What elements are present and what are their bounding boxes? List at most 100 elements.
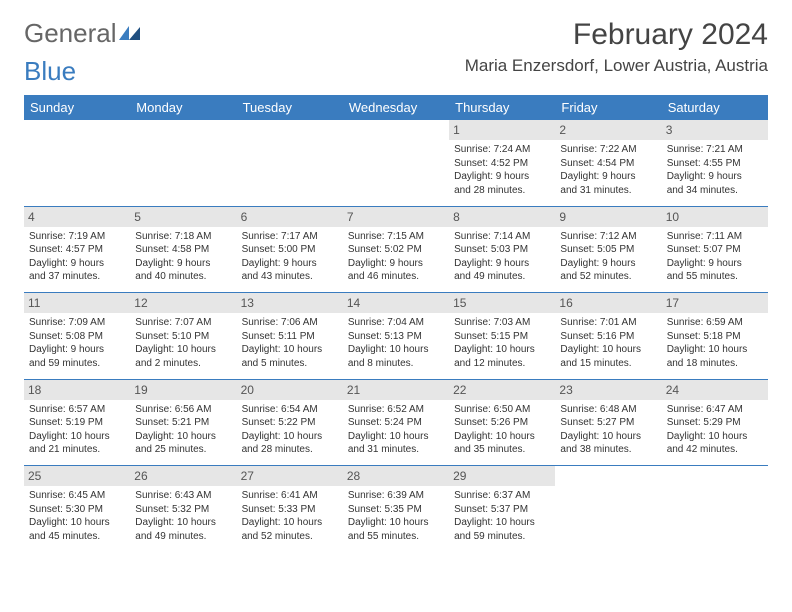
daylight-text: Daylight: 9 hours: [29, 257, 125, 271]
day-number: 29: [449, 466, 555, 486]
daylight-text: Daylight: 10 hours: [454, 343, 550, 357]
daylight-text2: and 15 minutes.: [560, 357, 656, 371]
day-number: 13: [237, 293, 343, 313]
day-cell: 6Sunrise: 7:17 AMSunset: 5:00 PMDaylight…: [237, 207, 343, 293]
daylight-text2: and 49 minutes.: [135, 530, 231, 544]
sunset-text: Sunset: 5:15 PM: [454, 330, 550, 344]
daylight-text2: and 59 minutes.: [454, 530, 550, 544]
daylight-text2: and 49 minutes.: [454, 270, 550, 284]
sunrise-text: Sunrise: 6:43 AM: [135, 489, 231, 503]
sunrise-text: Sunrise: 6:37 AM: [454, 489, 550, 503]
sunset-text: Sunset: 5:19 PM: [29, 416, 125, 430]
sunset-text: Sunset: 5:33 PM: [242, 503, 338, 517]
sunset-text: Sunset: 5:24 PM: [348, 416, 444, 430]
day-cell: 7Sunrise: 7:15 AMSunset: 5:02 PMDaylight…: [343, 207, 449, 293]
daylight-text: Daylight: 10 hours: [348, 430, 444, 444]
daylight-text: Daylight: 10 hours: [29, 430, 125, 444]
sunset-text: Sunset: 4:54 PM: [560, 157, 656, 171]
sunset-text: Sunset: 4:52 PM: [454, 157, 550, 171]
daylight-text: Daylight: 9 hours: [454, 257, 550, 271]
sunset-text: Sunset: 5:05 PM: [560, 243, 656, 257]
day-cell: 19Sunrise: 6:56 AMSunset: 5:21 PMDayligh…: [130, 380, 236, 466]
daylight-text: Daylight: 9 hours: [667, 170, 763, 184]
day-cell: [130, 120, 236, 206]
day-cell: 26 Sunrise: 6:43 AMSunset: 5:32 PMDayligh…: [130, 466, 236, 552]
daylight-text2: and 28 minutes.: [242, 443, 338, 457]
day-number: 18: [24, 380, 130, 400]
day-header: Friday: [555, 95, 661, 120]
day-cell: 5Sunrise: 7:18 AMSunset: 4:58 PMDaylight…: [130, 207, 236, 293]
sunset-text: Sunset: 5:22 PM: [242, 416, 338, 430]
sunrise-text: Sunrise: 7:14 AM: [454, 230, 550, 244]
sunrise-text: Sunrise: 6:39 AM: [348, 489, 444, 503]
daylight-text: Daylight: 10 hours: [454, 430, 550, 444]
daylight-text: Daylight: 10 hours: [667, 343, 763, 357]
sunset-text: Sunset: 5:29 PM: [667, 416, 763, 430]
day-cell: 8Sunrise: 7:14 AMSunset: 5:03 PMDaylight…: [449, 207, 555, 293]
sunrise-text: Sunrise: 7:01 AM: [560, 316, 656, 330]
week-row: 25Sunrise: 6:45 AMSunset: 5:30 PMDayligh…: [24, 466, 768, 552]
week-row: 11Sunrise: 7:09 AMSunset: 5:08 PMDayligh…: [24, 293, 768, 379]
daylight-text: Daylight: 10 hours: [135, 516, 231, 530]
day-number: 15: [449, 293, 555, 313]
daylight-text2: and 46 minutes.: [348, 270, 444, 284]
day-number: 3: [662, 120, 768, 140]
daylight-text: Daylight: 10 hours: [560, 430, 656, 444]
day-cell: 1Sunrise: 7:24 AMSunset: 4:52 PMDaylight…: [449, 120, 555, 206]
day-cell: 27Sunrise: 6:41 AMSunset: 5:33 PMDayligh…: [237, 466, 343, 552]
week-row: 1Sunrise: 7:24 AMSunset: 4:52 PMDaylight…: [24, 120, 768, 206]
sunrise-text: Sunrise: 7:07 AM: [135, 316, 231, 330]
daylight-text: Daylight: 10 hours: [242, 516, 338, 530]
sunrise-text: Sunrise: 6:45 AM: [29, 489, 125, 503]
day-number: 17: [662, 293, 768, 313]
daylight-text2: and 8 minutes.: [348, 357, 444, 371]
sunrise-text: Sunrise: 7:15 AM: [348, 230, 444, 244]
day-cell: 18 Sunrise: 6:57 AMSunset: 5:19 PMDayligh…: [24, 380, 130, 466]
sunset-text: Sunset: 5:26 PM: [454, 416, 550, 430]
daylight-text2: and 52 minutes.: [560, 270, 656, 284]
day-number: 28: [343, 466, 449, 486]
day-header: Sunday: [24, 95, 130, 120]
day-cell: 21 Sunrise: 6:52 AMSunset: 5:24 PMDayligh…: [343, 380, 449, 466]
sunset-text: Sunset: 5:30 PM: [29, 503, 125, 517]
day-number: 5: [130, 207, 236, 227]
day-number: 21: [343, 380, 449, 400]
daylight-text: Daylight: 10 hours: [135, 430, 231, 444]
day-number: 10: [662, 207, 768, 227]
daylight-text: Daylight: 10 hours: [667, 430, 763, 444]
sunset-text: Sunset: 5:10 PM: [135, 330, 231, 344]
day-number: 7: [343, 207, 449, 227]
day-cell: 3Sunrise: 7:21 AMSunset: 4:55 PMDaylight…: [662, 120, 768, 206]
day-number: 26: [130, 466, 236, 486]
daylight-text: Daylight: 10 hours: [242, 343, 338, 357]
day-cell: 20Sunrise: 6:54 AMSunset: 5:22 PMDayligh…: [237, 380, 343, 466]
daylight-text: Daylight: 10 hours: [560, 343, 656, 357]
daylight-text2: and 18 minutes.: [667, 357, 763, 371]
daylight-text: Daylight: 9 hours: [454, 170, 550, 184]
day-number: 27: [237, 466, 343, 486]
day-number: 24: [662, 380, 768, 400]
daylight-text2: and 34 minutes.: [667, 184, 763, 198]
day-header: Monday: [130, 95, 236, 120]
sunset-text: Sunset: 4:58 PM: [135, 243, 231, 257]
daylight-text: Daylight: 10 hours: [135, 343, 231, 357]
calendar-head: SundayMondayTuesdayWednesdayThursdayFrid…: [24, 95, 768, 120]
week-row: 18Sunrise: 6:57 AMSunset: 5:19 PMDayligh…: [24, 380, 768, 466]
daylight-text: Daylight: 9 hours: [29, 343, 125, 357]
daylight-text2: and 43 minutes.: [242, 270, 338, 284]
day-number: 14: [343, 293, 449, 313]
sunrise-text: Sunrise: 7:06 AM: [242, 316, 338, 330]
sunrise-text: Sunrise: 7:22 AM: [560, 143, 656, 157]
sunrise-text: Sunrise: 6:52 AM: [348, 403, 444, 417]
logo-text-blue: Blue: [24, 56, 76, 87]
day-cell: 25Sunrise: 6:45 AMSunset: 5:30 PMDayligh…: [24, 466, 130, 552]
month-title: February 2024: [465, 18, 768, 52]
sunrise-text: Sunrise: 7:21 AM: [667, 143, 763, 157]
sunrise-text: Sunrise: 7:19 AM: [29, 230, 125, 244]
sunset-text: Sunset: 5:32 PM: [135, 503, 231, 517]
location-text: Maria Enzersdorf, Lower Austria, Austria: [465, 56, 768, 76]
sunrise-text: Sunrise: 7:04 AM: [348, 316, 444, 330]
sunrise-text: Sunrise: 6:57 AM: [29, 403, 125, 417]
day-number: 11: [24, 293, 130, 313]
sunset-text: Sunset: 5:27 PM: [560, 416, 656, 430]
